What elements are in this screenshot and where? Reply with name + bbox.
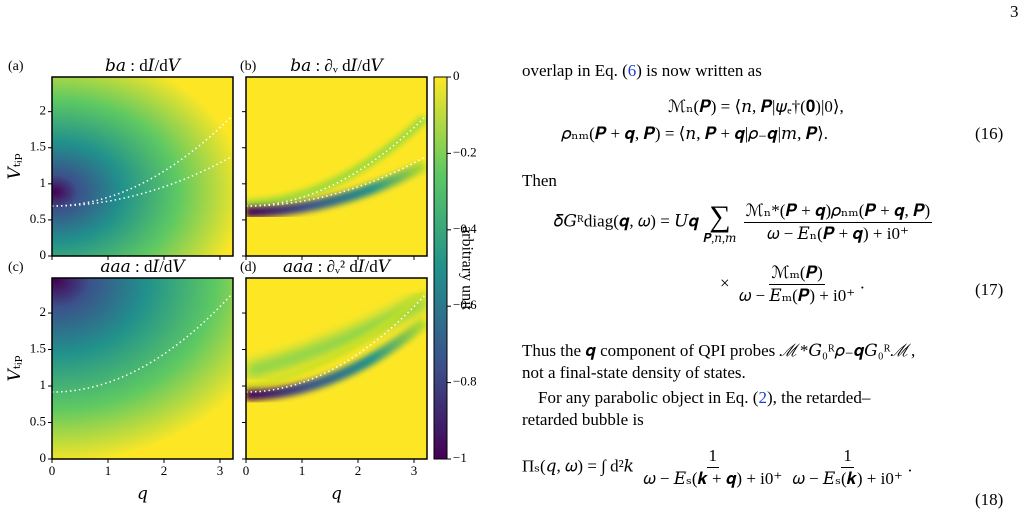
punctuation: .	[907, 456, 913, 476]
equation: ℳₙ(𝑷) = ⟨𝑛, 𝑷|𝜓ₑ†(𝟎)|0⟩,	[668, 97, 844, 116]
panel-title: 𝑏𝑎 : d𝐼/d𝑉	[105, 56, 182, 75]
x-tick-label: 3	[217, 463, 224, 478]
paragraph: Then	[522, 171, 557, 190]
denominator: 𝜔 − 𝐸ₙ(𝑷 + 𝒒) + i0⁺	[766, 224, 909, 243]
paragraph-line: Thus the 𝒒 component of QPI probes ℳ*𝐺₀ᴿ…	[522, 341, 916, 360]
times: ×	[720, 273, 730, 293]
y-tick-label: 1.5	[30, 139, 46, 154]
y-tick-label: 0	[40, 450, 47, 465]
colorbar	[433, 76, 448, 460]
panel-title: 𝑏𝑎 : ∂ᵥ d𝐼/d𝑉	[290, 56, 384, 75]
y-tick-label: 1.5	[30, 341, 46, 356]
page-number: 3	[1010, 2, 1019, 21]
colorbar-tick-label: −0.4	[453, 221, 477, 236]
heatmap	[52, 278, 233, 459]
eq-ref[interactable]: 6	[627, 61, 637, 80]
panel-title: 𝑎𝑎𝑎 : ∂ᵥ² d𝐼/d𝑉	[283, 257, 392, 276]
equation: × ℳₘ(𝑷) 𝜔 − 𝐸ₘ(𝑷) + i0⁺.	[720, 262, 865, 307]
text: ), the retarded–	[766, 388, 871, 407]
numerator: 1	[841, 445, 854, 468]
paragraph-line: retarded bubble is	[522, 410, 644, 429]
panel-label: (a)	[8, 59, 24, 74]
paragraph: overlap in Eq. (6) is now written as	[522, 61, 762, 81]
equation-number: (18)	[975, 490, 1004, 509]
text: ) is now written as	[636, 61, 762, 80]
denominator: 𝜔 − 𝐸ₘ(𝑷) + i0⁺	[738, 286, 856, 305]
sum-index: 𝑷,𝑛,𝑚	[703, 230, 737, 245]
numerator: ℳₙ*(𝑷 + 𝒒)𝜌ₙₘ(𝑷 + 𝒒, 𝑷)	[743, 200, 933, 223]
eq-ref[interactable]: 2	[758, 388, 767, 407]
x-tick-label: 3	[411, 463, 418, 478]
panel-title: 𝑎𝑎𝑎 : d𝐼/d𝑉	[100, 257, 186, 276]
text: overlap in Eq. (	[522, 61, 628, 80]
numerator: ℳₘ(𝑷)	[769, 262, 825, 285]
panel-label: (c)	[8, 260, 24, 275]
sum: ∑	[709, 199, 731, 233]
y-tick-label: 0.5	[30, 211, 46, 226]
y-tick-label: 2	[40, 103, 47, 118]
denominator: 𝜔 − 𝐸ₛ(𝒌 + 𝒒) + i0⁺	[643, 469, 783, 488]
equation: 𝛿𝐺ᴿdiag(𝒒, 𝜔) = 𝑈𝒒 ∑ 𝑷,𝑛,𝑚 ℳₙ*(𝑷 + 𝒒)𝜌ₙₘ(…	[554, 200, 935, 245]
y-axis-label: 𝑉ₜᵢₚ	[5, 153, 24, 179]
numerator: 1	[706, 445, 720, 468]
x-tick-label: 2	[355, 463, 362, 478]
heatmap	[246, 278, 427, 459]
x-tick-label: 1	[299, 463, 306, 478]
punctuation: .	[860, 273, 865, 293]
panel-label: (b)	[240, 59, 257, 74]
paragraph-line: not a final-state density of states.	[522, 363, 746, 382]
x-axis-label: 𝑞	[137, 484, 148, 503]
y-tick-label: 1	[40, 377, 47, 392]
equation-lhs: 𝛿𝐺ᴿdiag(𝒒, 𝜔) = 𝑈𝒒	[554, 211, 699, 231]
colorbar-label: arbitrary unit	[458, 226, 475, 311]
equation-lhs: Πₛ(𝑞, 𝜔) = ∫ d²𝑘	[522, 456, 634, 476]
x-tick-label: 2	[161, 463, 168, 478]
x-tick-label: 0	[49, 463, 56, 478]
x-tick-label: 1	[105, 463, 112, 478]
equation: 𝜌ₙₘ(𝑷 + 𝒒, 𝑷) = ⟨𝑛, 𝑷 + 𝒒|𝜌₋𝒒|𝑚, 𝑷⟩.	[561, 124, 828, 143]
y-tick-label: 2	[40, 304, 47, 319]
heatmap	[246, 77, 427, 256]
paragraph-line: For any parabolic object in Eq. (2), the…	[538, 388, 870, 408]
figure: arbitrary unit (a) 𝑏𝑎 : d𝐼/d𝑉 0 0.5 1 1.5 2 𝑉ₜᵢ…	[5, 56, 477, 503]
y-tick-label: 0	[40, 247, 47, 262]
colorbar-tick-label: −0.6	[453, 297, 477, 312]
x-axis-label: 𝑞	[331, 484, 342, 503]
colorbar-tick-label: −1	[453, 450, 467, 465]
y-tick-label: 1	[40, 175, 47, 190]
colorbar-tick-label: 0	[453, 68, 460, 83]
y-tick-label: 0.5	[30, 413, 46, 428]
panel-label: (d)	[240, 260, 257, 275]
equation-number: (17)	[975, 280, 1004, 299]
colorbar-tick-label: −0.8	[453, 374, 477, 389]
x-tick-label: 0	[243, 463, 250, 478]
y-axis-label: 𝑉ₜᵢₚ	[5, 355, 24, 381]
heatmap	[52, 77, 233, 256]
denominator: 𝜔 − 𝐸ₛ(𝒌) + i0⁺	[792, 469, 903, 488]
colorbar-tick-label: −0.2	[453, 144, 477, 159]
equation-number: (16)	[975, 124, 1004, 143]
text: For any parabolic object in Eq. (	[538, 388, 759, 407]
